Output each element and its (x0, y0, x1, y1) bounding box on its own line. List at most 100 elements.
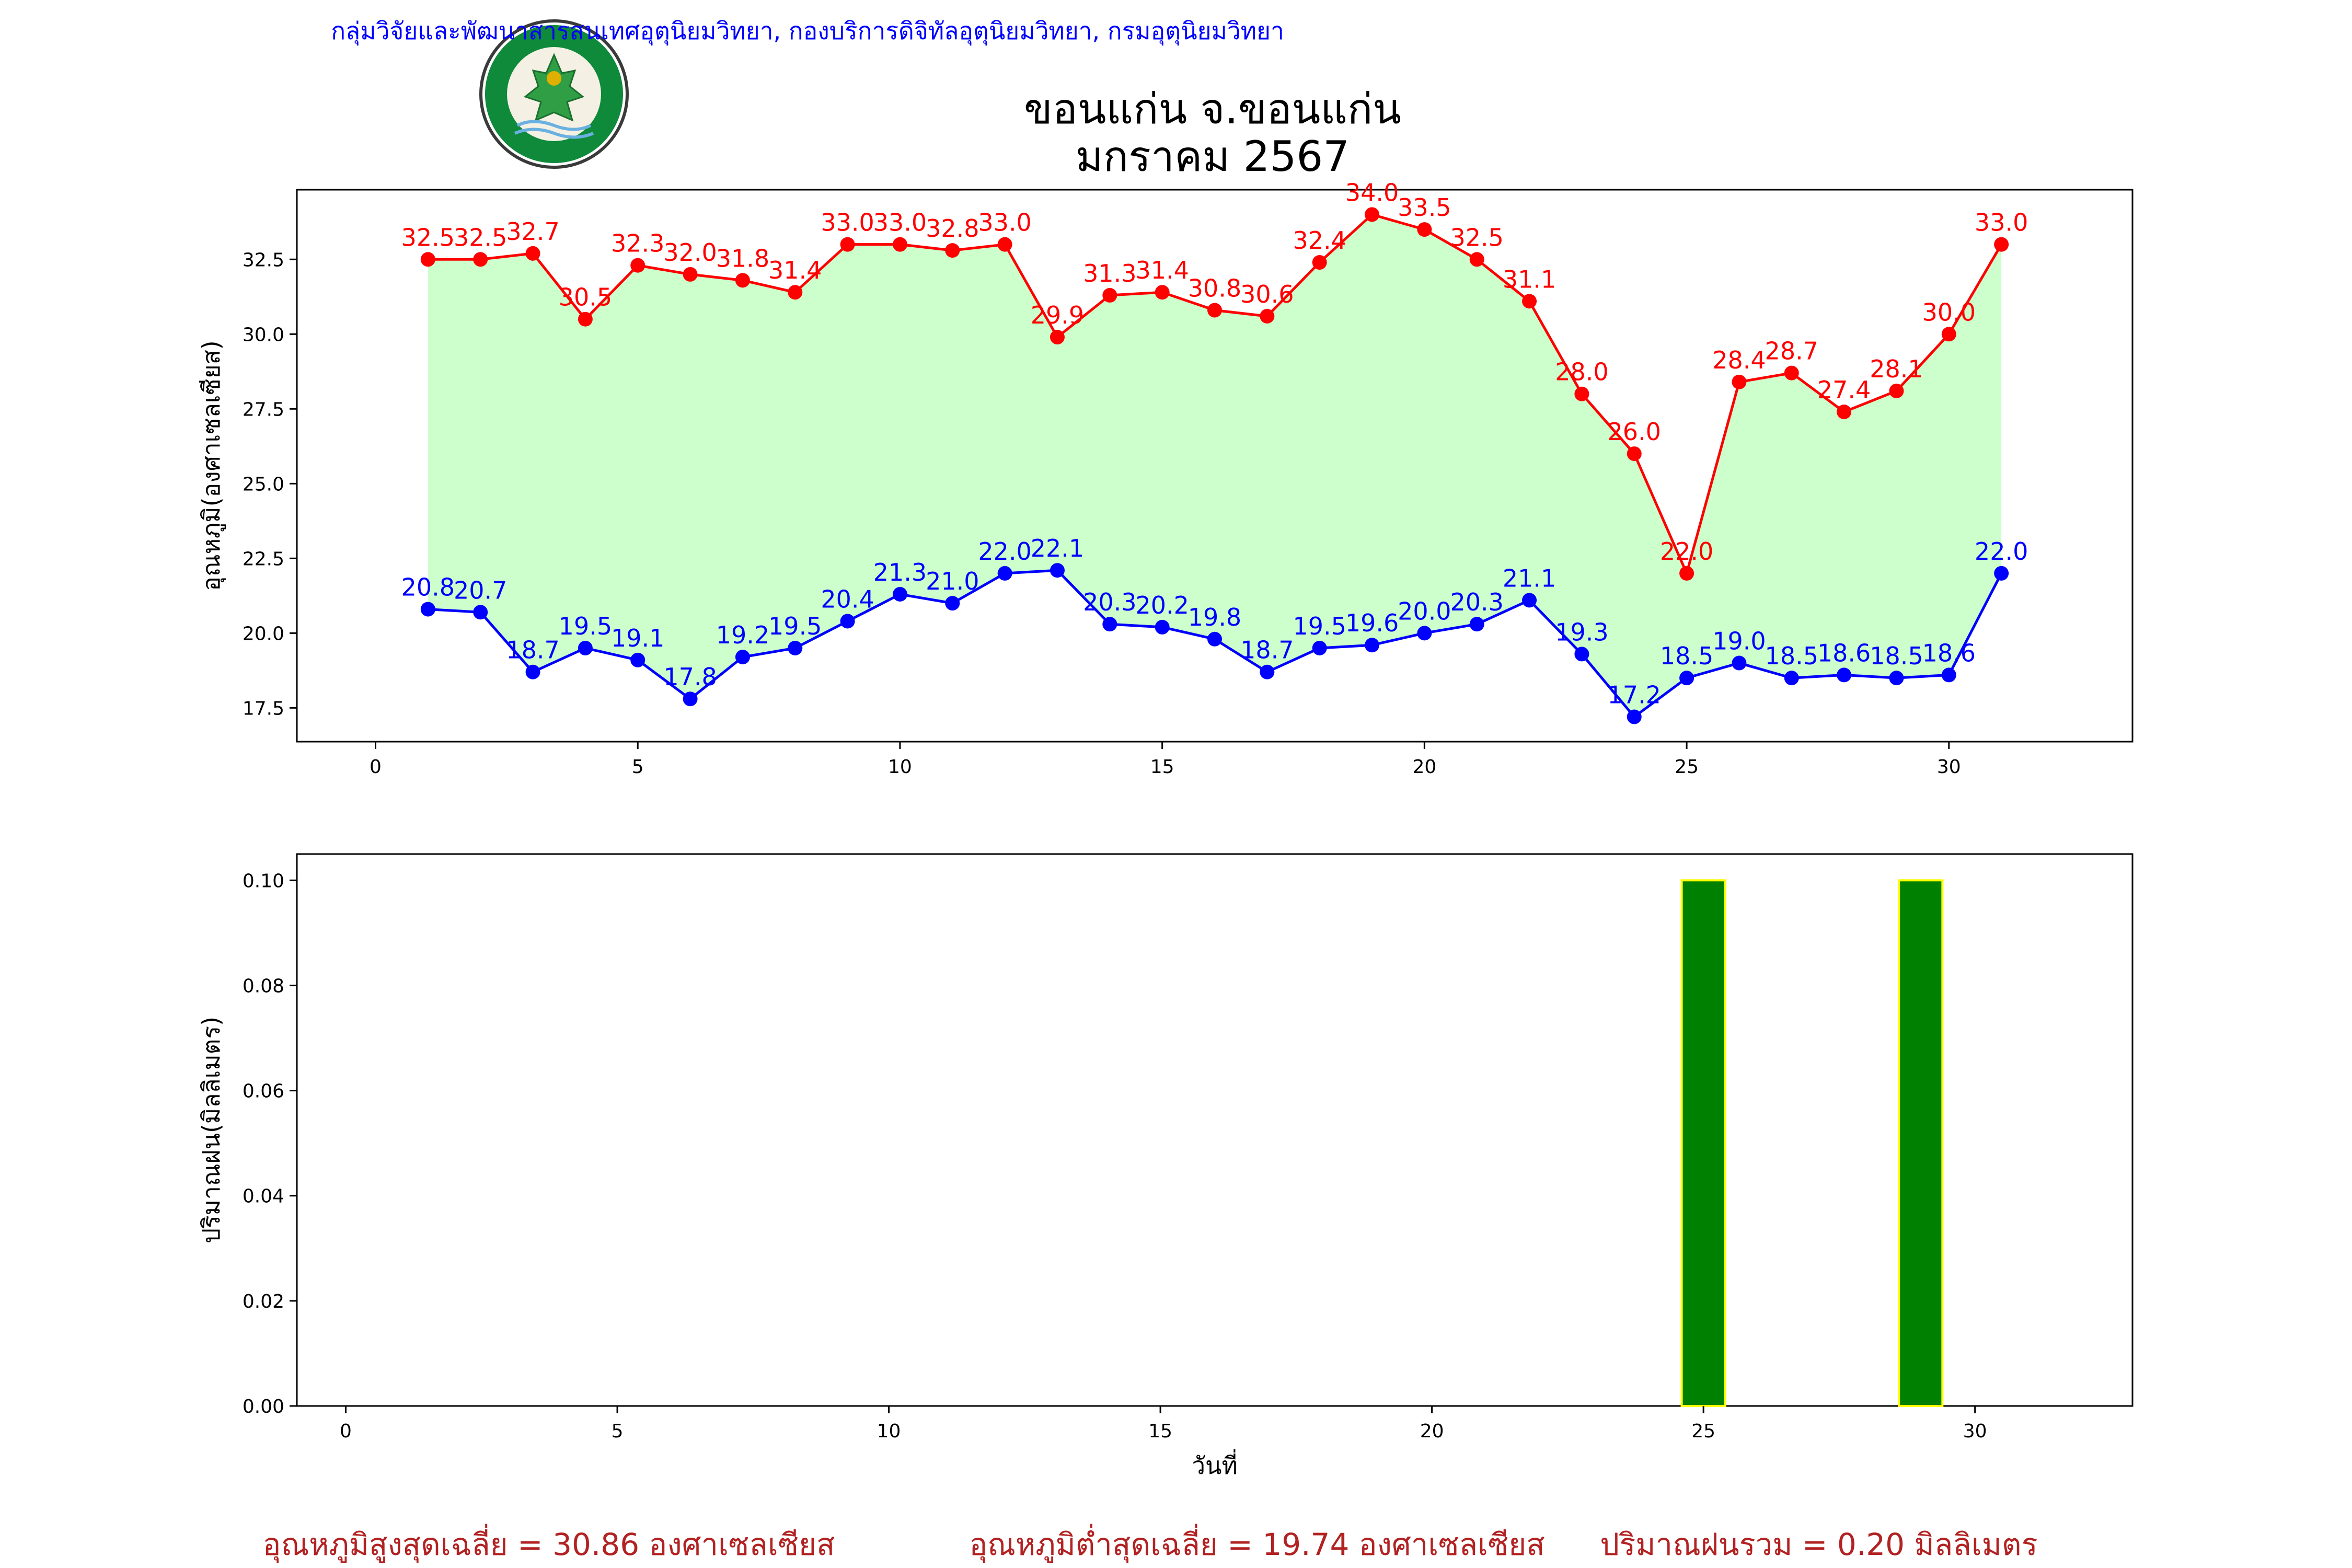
min-temp-point (1941, 667, 1956, 683)
min-temp-data-label: 19.1 (611, 624, 664, 652)
max-temp-point (1574, 386, 1589, 401)
min-temp-point (1574, 647, 1589, 662)
min-temp-point (1889, 671, 1904, 686)
temperature-chart: 32.532.532.730.532.332.031.831.433.033.0… (197, 178, 2134, 778)
temperature-y-axis-label: อุณหภูมิ(องศาเซลเซียส) (197, 340, 226, 591)
min-temp-point (578, 640, 593, 655)
min-temp-data-label: 18.6 (1817, 639, 1871, 667)
temperature-x-tick-label: 5 (632, 756, 644, 778)
max-temp-point (525, 246, 540, 261)
min-temp-data-label: 18.5 (1765, 642, 1818, 670)
min-temp-data-label: 19.5 (768, 612, 822, 640)
max-temp-point (420, 252, 435, 267)
chart-title-station: ขอนแก่น จ.ขอนแก่น (1024, 85, 1401, 133)
rainfall-y-tick-label: 0.04 (243, 1186, 284, 1207)
max-temp-point (892, 237, 907, 252)
min-temp-point (420, 602, 435, 617)
min-temp-data-label: 20.7 (454, 576, 507, 604)
min-temp-point (1312, 640, 1327, 655)
max-temp-point (1941, 327, 1956, 342)
min-temp-point (945, 596, 960, 611)
max-temp-data-label: 31.4 (1135, 256, 1189, 284)
max-temp-point (1837, 405, 1852, 420)
min-temp-data-label: 18.7 (506, 636, 559, 664)
max-temp-point (1102, 287, 1117, 303)
max-temp-point (630, 258, 645, 273)
max-temp-point (945, 243, 960, 258)
max-temp-point (1050, 330, 1065, 345)
max-temp-point (1155, 285, 1170, 300)
max-temp-data-label: 34.0 (1345, 178, 1399, 206)
min-temp-data-label: 20.8 (401, 573, 455, 602)
max-temp-data-label: 33.5 (1398, 193, 1451, 222)
max-temp-point (735, 273, 750, 288)
min-temp-data-label: 22.0 (978, 537, 1031, 566)
rainfall-x-tick-label: 20 (1420, 1421, 1444, 1442)
min-temp-point (1050, 563, 1065, 578)
max-temp-data-label: 32.5 (401, 223, 455, 251)
min-temp-point (1627, 709, 1642, 724)
min-temp-data-label: 19.3 (1555, 618, 1608, 646)
temperature-x-tick-label: 20 (1412, 756, 1436, 778)
min-temp-point (1207, 631, 1222, 647)
summary-avg-max-temp: อุณหภูมิสูงสุดเฉลี่ย = 30.86 องศาเซลเซีย… (263, 1524, 835, 1563)
max-temp-point (1312, 255, 1327, 270)
max-temp-data-label: 30.6 (1240, 280, 1294, 308)
min-temp-point (840, 614, 855, 629)
min-temp-point (1994, 566, 2009, 581)
min-temp-data-label: 18.7 (1240, 636, 1294, 664)
max-temp-point (683, 267, 698, 282)
temperature-y-tick-label: 20.0 (243, 623, 284, 644)
min-temp-data-label: 19.5 (1293, 612, 1346, 640)
min-temp-data-label: 18.5 (1870, 642, 1923, 670)
summary-avg-min-temp: อุณหภูมิต่ำสุดเฉลี่ย = 19.74 องศาเซลเซีย… (969, 1524, 1544, 1563)
temperature-range-fill (428, 214, 2002, 717)
max-temp-point (1207, 303, 1222, 318)
temperature-x-tick-label: 30 (1937, 756, 1961, 778)
max-temp-point (1522, 294, 1537, 309)
min-temp-point (525, 664, 540, 679)
min-temp-data-label: 19.0 (1712, 627, 1766, 655)
max-temp-data-label: 22.0 (1660, 537, 1713, 566)
min-temp-data-label: 17.8 (663, 663, 717, 691)
temperature-y-tick-label: 25.0 (243, 474, 284, 495)
max-temp-data-label: 28.1 (1870, 355, 1923, 383)
min-temp-point (735, 650, 750, 665)
rainfall-y-axis-label: ปริมาณฝน(มิลลิเมตร) (197, 1017, 225, 1243)
min-temp-point (630, 652, 645, 667)
min-temp-point (1784, 671, 1799, 686)
max-temp-point (1994, 237, 2009, 252)
max-temp-data-label: 32.0 (663, 238, 717, 267)
max-temp-point (1260, 308, 1275, 324)
temperature-x-tick-label: 15 (1150, 756, 1174, 778)
rainfall-y-tick-label: 0.10 (243, 870, 284, 892)
min-temp-data-label: 21.3 (873, 558, 927, 586)
max-temp-point (1784, 365, 1799, 381)
max-temp-point (1417, 222, 1432, 237)
min-temp-data-label: 18.5 (1660, 642, 1713, 670)
max-temp-data-label: 30.0 (1922, 298, 1976, 326)
min-temp-data-label: 19.6 (1345, 609, 1399, 637)
max-temp-point (788, 285, 803, 300)
min-temp-data-label: 20.3 (1083, 588, 1136, 616)
rainfall-y-tick-label: 0.06 (243, 1081, 284, 1102)
min-temp-point (788, 640, 803, 655)
min-temp-point (1417, 626, 1432, 641)
rainfall-x-tick-label: 10 (877, 1421, 901, 1442)
min-temp-data-label: 19.8 (1188, 603, 1241, 631)
max-temp-data-label: 32.4 (1293, 226, 1346, 255)
temperature-x-tick-label: 25 (1675, 756, 1699, 778)
min-temp-point (1679, 671, 1694, 686)
min-temp-data-label: 20.0 (1398, 597, 1451, 625)
max-temp-point (840, 237, 855, 252)
rainfall-x-axis-label: วันที่ (1192, 1449, 1238, 1480)
min-temp-point (1260, 664, 1275, 679)
max-temp-data-label: 33.0 (1975, 209, 2028, 237)
rain-bar (1680, 879, 1726, 1408)
min-temp-data-label: 22.1 (1031, 534, 1084, 562)
min-temp-point (473, 605, 488, 620)
rainfall-x-tick-label: 25 (1691, 1421, 1715, 1442)
max-temp-data-label: 33.0 (978, 209, 1031, 237)
min-temp-point (1522, 593, 1537, 608)
min-temp-data-label: 20.3 (1450, 588, 1504, 616)
